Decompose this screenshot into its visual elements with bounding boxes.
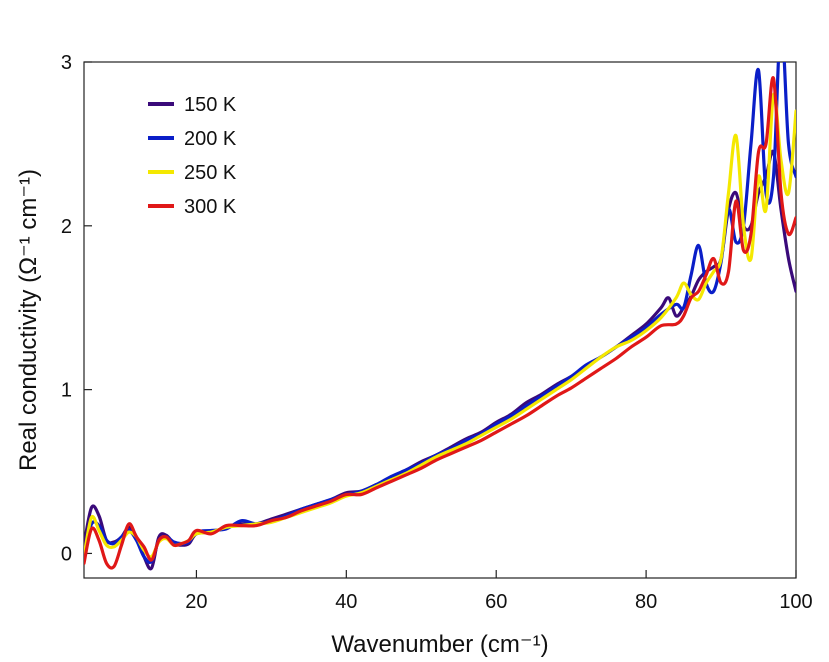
series-line-300-k	[84, 76, 796, 570]
legend-label-150-k: 150 K	[184, 94, 237, 116]
x-tick-label-40: 40	[335, 591, 357, 613]
x-axis-title: Wavenumber (cm⁻¹)	[331, 631, 548, 658]
y-axis-title: Real conductivity (Ω⁻¹ cm⁻¹)	[15, 169, 42, 471]
y-tick-label-1: 1	[61, 380, 72, 402]
plot-frame	[83, 61, 797, 579]
legend-label-250-k: 250 K	[184, 162, 237, 184]
x-tick-label-20: 20	[185, 591, 207, 613]
y-tick-label-0: 0	[61, 543, 72, 565]
series-line-250-k	[84, 92, 796, 559]
y-tick-label-2: 2	[61, 216, 72, 238]
y-tick-label-3: 3	[61, 52, 72, 74]
x-tick-label-100: 100	[779, 591, 812, 613]
legend-label-200-k: 200 K	[184, 128, 237, 150]
legend-label-300-k: 300 K	[184, 196, 237, 218]
x-tick-label-60: 60	[485, 591, 507, 613]
x-tick-label-80: 80	[635, 591, 657, 613]
